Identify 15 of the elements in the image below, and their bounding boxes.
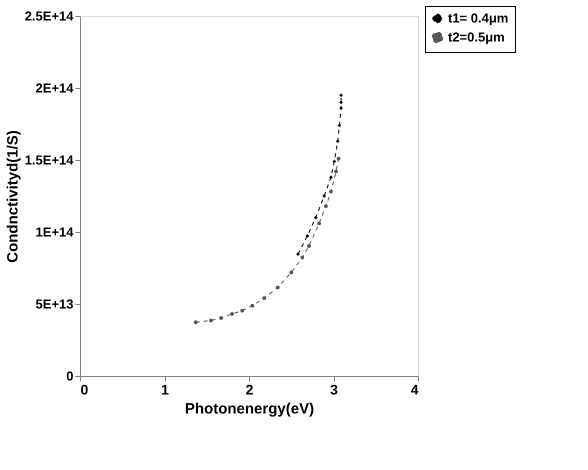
x-axis-title: Photonenergy(eV): [184, 400, 314, 418]
x-tick-label: 4: [410, 382, 419, 398]
y-tick-label: 2.5E+14: [24, 8, 74, 24]
y-tick-label: 2E+14: [36, 80, 74, 96]
y-axis-title: Condnctivityd(1/S): [4, 130, 22, 263]
x-tick-label: 3: [330, 382, 338, 398]
legend-label: t1= 0.4μm: [448, 10, 508, 26]
y-tick-label: 1E+14: [36, 224, 74, 240]
y-tick-label: 1.5E+14: [24, 152, 74, 168]
y-tick-label: 0: [66, 368, 74, 384]
x-tick-label: 0: [80, 382, 88, 398]
x-tick-label: 1: [161, 382, 170, 398]
y-tick-label: 5E+13: [36, 296, 74, 312]
x-tick-label: 2: [246, 382, 254, 398]
legend-label: t2=0.5μm: [448, 30, 505, 44]
